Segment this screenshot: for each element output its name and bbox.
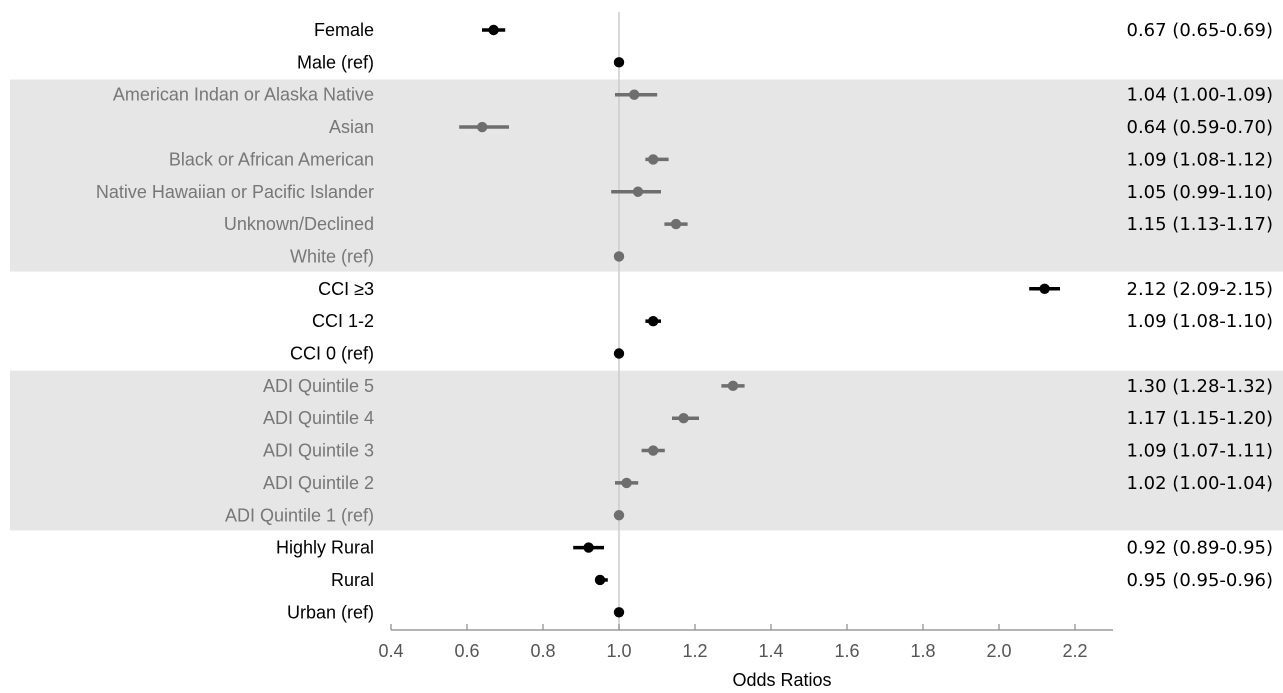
row-label: American Indan or Alaska Native [113, 85, 374, 105]
row-label: Male (ref) [297, 52, 374, 72]
odds-ratio-point [613, 607, 625, 618]
odds-ratio-point [678, 413, 689, 424]
row-label: Urban (ref) [287, 602, 374, 622]
x-tick-label: 1.2 [682, 641, 707, 661]
group-band [10, 79, 1283, 272]
odds-ratio-point [488, 24, 499, 36]
row-label: ADI Quintile 5 [263, 376, 374, 396]
or-ci-text: 0.64 (0.59-0.70) [1127, 117, 1274, 138]
or-ci-text: 1.17 (1.15-1.20) [1127, 408, 1274, 429]
x-tick-label: 1.0 [606, 641, 631, 661]
odds-ratio-point [648, 315, 659, 327]
x-tick-label: 1.8 [910, 641, 935, 661]
odds-ratio-point [727, 380, 739, 392]
forest-row: Black or African American 1.09 (1.08-1.12… [169, 149, 1273, 170]
or-ci-text: 1.09 (1.08-1.12) [1127, 149, 1274, 170]
row-label: CCI 0 (ref) [290, 344, 374, 364]
odds-ratio-point [477, 121, 488, 133]
odds-ratio-point [1039, 283, 1050, 294]
x-axis-label: Odds Ratios [732, 670, 831, 690]
odds-ratio-point [613, 348, 625, 359]
odds-ratio-point [632, 186, 644, 197]
forest-row: Male (ref) [297, 52, 625, 72]
row-label: White (ref) [290, 246, 374, 266]
forest-row: Native Hawaiian or Pacific Islander 1.05 … [96, 182, 1273, 203]
forest-row: ADI Quintile 3 1.09 (1.07-1.11) [263, 441, 1273, 462]
row-label: CCI ≥3 [318, 279, 374, 299]
or-ci-text: 0.92 (0.89-0.95) [1127, 538, 1274, 559]
or-ci-text: 1.02 (1.00-1.04) [1127, 473, 1274, 494]
row-label: Black or African American [169, 149, 374, 169]
forest-row: Highly Rural 0.92 (0.89-0.95) [276, 538, 1273, 559]
x-tick-label: 2.2 [1062, 641, 1087, 661]
or-ci-text: 0.67 (0.65-0.69) [1127, 20, 1274, 41]
forest-row: ADI Quintile 4 1.17 (1.15-1.20) [263, 408, 1273, 429]
row-label: ADI Quintile 3 [263, 441, 374, 461]
or-ci-text: 1.09 (1.08-1.10) [1127, 311, 1274, 332]
x-tick-label: 0.8 [530, 641, 555, 661]
row-label: ADI Quintile 1 (ref) [225, 505, 374, 525]
row-label: ADI Quintile 4 [263, 408, 374, 428]
or-ci-text: 1.15 (1.13-1.17) [1127, 214, 1274, 235]
odds-ratio-point [583, 542, 594, 553]
forest-row: American Indan or Alaska Native 1.04 (1.0… [113, 85, 1273, 106]
odds-ratio-point [670, 218, 682, 230]
row-label: CCI 1-2 [312, 311, 374, 331]
x-tick-label: 0.4 [378, 641, 403, 661]
row-label: Female [314, 20, 374, 40]
or-ci-text: 0.95 (0.95-0.96) [1127, 570, 1274, 591]
odds-ratio-point [594, 574, 606, 586]
x-tick-label: 0.6 [454, 641, 479, 661]
x-tick-label: 1.6 [834, 641, 859, 661]
odds-ratio-point [613, 251, 625, 262]
forest-row: ADI Quintile 2 1.02 (1.00-1.04) [263, 473, 1273, 494]
odds-ratio-point [629, 89, 640, 100]
forest-row: Female 0.67 (0.65-0.69) [314, 20, 1273, 41]
row-label: Native Hawaiian or Pacific Islander [96, 182, 374, 202]
row-label: Highly Rural [276, 538, 374, 558]
forest-row: Asian 0.64 (0.59-0.70) [329, 117, 1273, 138]
or-ci-text: 1.09 (1.07-1.11) [1127, 441, 1274, 462]
row-label: Rural [331, 570, 374, 590]
forest-row: CCI 0 (ref) [290, 344, 625, 364]
row-label: Unknown/Declined [224, 214, 374, 234]
forest-row: ADI Quintile 1 (ref) [225, 505, 625, 525]
forest-row: Urban (ref) [287, 602, 625, 622]
forest-row: White (ref) [290, 246, 625, 266]
x-tick-label: 1.4 [758, 641, 783, 661]
forest-row: CCI ≥3 2.12 (2.09-2.15) [318, 279, 1273, 300]
odds-ratio-point [613, 510, 625, 521]
row-label: Asian [329, 117, 374, 137]
row-label: ADI Quintile 2 [263, 473, 374, 493]
or-ci-text: 1.05 (0.99-1.10) [1127, 182, 1274, 203]
odds-ratio-point [648, 154, 659, 165]
odds-ratio-point [621, 477, 632, 489]
or-ci-text: 1.04 (1.00-1.09) [1127, 85, 1274, 106]
forest-row: ADI Quintile 5 1.30 (1.28-1.32) [263, 376, 1273, 397]
or-ci-text: 2.12 (2.09-2.15) [1127, 279, 1274, 300]
x-tick-label: 2.0 [986, 641, 1011, 661]
forest-row: Unknown/Declined 1.15 (1.13-1.17) [224, 214, 1273, 235]
odds-ratio-point [648, 445, 659, 456]
or-ci-text: 1.30 (1.28-1.32) [1127, 376, 1274, 397]
forest-row: CCI 1-2 1.09 (1.08-1.10) [312, 311, 1273, 332]
forest-row: Rural 0.95 (0.95-0.96) [331, 570, 1273, 591]
odds-ratio-point [613, 57, 625, 68]
